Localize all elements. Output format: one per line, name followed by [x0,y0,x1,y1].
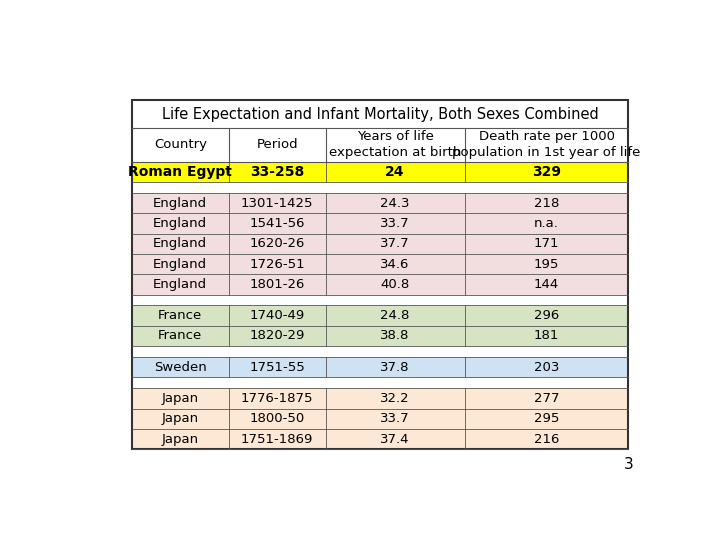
Bar [132,429,629,449]
Text: 37.7: 37.7 [380,237,410,250]
Bar [132,213,629,233]
Text: 218: 218 [534,197,559,210]
Text: 1751-55: 1751-55 [249,361,305,374]
Text: 33.7: 33.7 [380,217,410,230]
Text: 33.7: 33.7 [380,413,410,426]
Bar [132,294,629,306]
Bar [132,388,629,409]
Text: 295: 295 [534,413,559,426]
Text: 3: 3 [624,457,634,472]
Text: Years of life
expectation at birth: Years of life expectation at birth [329,131,462,159]
Text: Period: Period [256,138,298,151]
Text: 1801-26: 1801-26 [249,278,305,291]
Text: 1301-1425: 1301-1425 [241,197,313,210]
Text: England: England [153,217,207,230]
Text: England: England [153,258,207,271]
Text: 296: 296 [534,309,559,322]
Text: 277: 277 [534,392,559,405]
Text: 1726-51: 1726-51 [249,258,305,271]
Bar [132,326,629,346]
Text: 144: 144 [534,278,559,291]
Bar [132,233,629,254]
Text: 329: 329 [532,165,561,179]
Text: 37.4: 37.4 [380,433,410,446]
Bar [132,377,629,388]
Text: 1620-26: 1620-26 [249,237,305,250]
Bar [132,193,629,213]
Bar [132,274,629,294]
Text: Death rate per 1000
population in 1st year of life: Death rate per 1000 population in 1st ye… [452,131,641,159]
Text: 1776-1875: 1776-1875 [241,392,313,405]
Text: Roman Egypt: Roman Egypt [128,165,233,179]
Text: Sweden: Sweden [154,361,207,374]
Text: England: England [153,278,207,291]
Text: 181: 181 [534,329,559,342]
Bar [132,100,629,449]
Text: 1740-49: 1740-49 [250,309,305,322]
Text: 195: 195 [534,258,559,271]
Text: 24.8: 24.8 [380,309,410,322]
Bar [132,409,629,429]
Text: 24.3: 24.3 [380,197,410,210]
Text: France: France [158,329,202,342]
Bar [132,254,629,274]
Text: 216: 216 [534,433,559,446]
Text: 1820-29: 1820-29 [249,329,305,342]
Text: England: England [153,237,207,250]
Text: Life Expectation and Infant Mortality, Both Sexes Combined: Life Expectation and Infant Mortality, B… [162,107,598,122]
Text: Japan: Japan [162,433,199,446]
Text: 1541-56: 1541-56 [249,217,305,230]
Text: n.a.: n.a. [534,217,559,230]
Text: 1751-1869: 1751-1869 [241,433,313,446]
Text: 203: 203 [534,361,559,374]
Bar [132,357,629,377]
Text: France: France [158,309,202,322]
Text: 1800-50: 1800-50 [250,413,305,426]
Text: England: England [153,197,207,210]
Text: Country: Country [154,138,207,151]
Text: 32.2: 32.2 [380,392,410,405]
Text: 38.8: 38.8 [380,329,410,342]
Bar [132,182,629,193]
Bar [132,100,629,449]
Text: Japan: Japan [162,413,199,426]
Text: 37.8: 37.8 [380,361,410,374]
Text: 34.6: 34.6 [380,258,410,271]
Text: 171: 171 [534,237,559,250]
Text: Japan: Japan [162,392,199,405]
Bar [132,306,629,326]
Text: 33-258: 33-258 [250,165,305,179]
Bar [132,161,629,182]
Text: 40.8: 40.8 [380,278,410,291]
Bar [132,346,629,357]
Text: 24: 24 [385,165,405,179]
